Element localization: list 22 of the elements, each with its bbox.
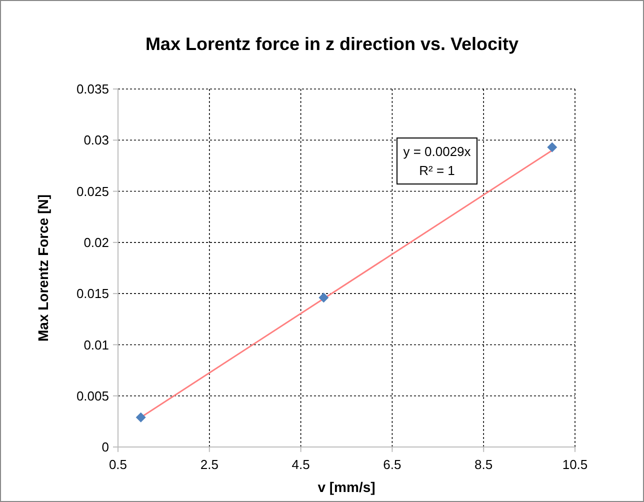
y-tick-label: 0.015 (76, 286, 109, 302)
x-tick-label: 2.5 (200, 457, 218, 472)
point (136, 412, 146, 422)
x-tick-label: 0.5 (108, 457, 128, 472)
annotation: R² = 1 (419, 163, 455, 178)
y-tick-label: 0.01 (84, 337, 109, 352)
x-axis-title: v [mm/s] (318, 479, 376, 495)
y-tick-label: 0.035 (76, 82, 109, 97)
x-tick-label: 8.5 (474, 457, 493, 472)
point (547, 142, 558, 152)
y-axis-title: Max Lorentz Force [N] (35, 194, 51, 342)
y-tick-label: 0 (102, 440, 109, 455)
x-tick-label: 4.5 (292, 457, 310, 472)
chart-title: Max Lorentz force in z direction vs. Velocity (145, 34, 519, 54)
y-tick-label: 0.02 (84, 234, 109, 250)
annotation: y = 0.0029x (403, 144, 472, 159)
y-tick-label: 0.025 (76, 184, 109, 199)
y-tick-label: 0.005 (76, 388, 109, 404)
x-tick-label: 6.5 (383, 457, 402, 472)
y-tick-label: 0.03 (84, 132, 109, 148)
x-tick-label: 10.5 (562, 457, 588, 472)
point (318, 292, 329, 303)
